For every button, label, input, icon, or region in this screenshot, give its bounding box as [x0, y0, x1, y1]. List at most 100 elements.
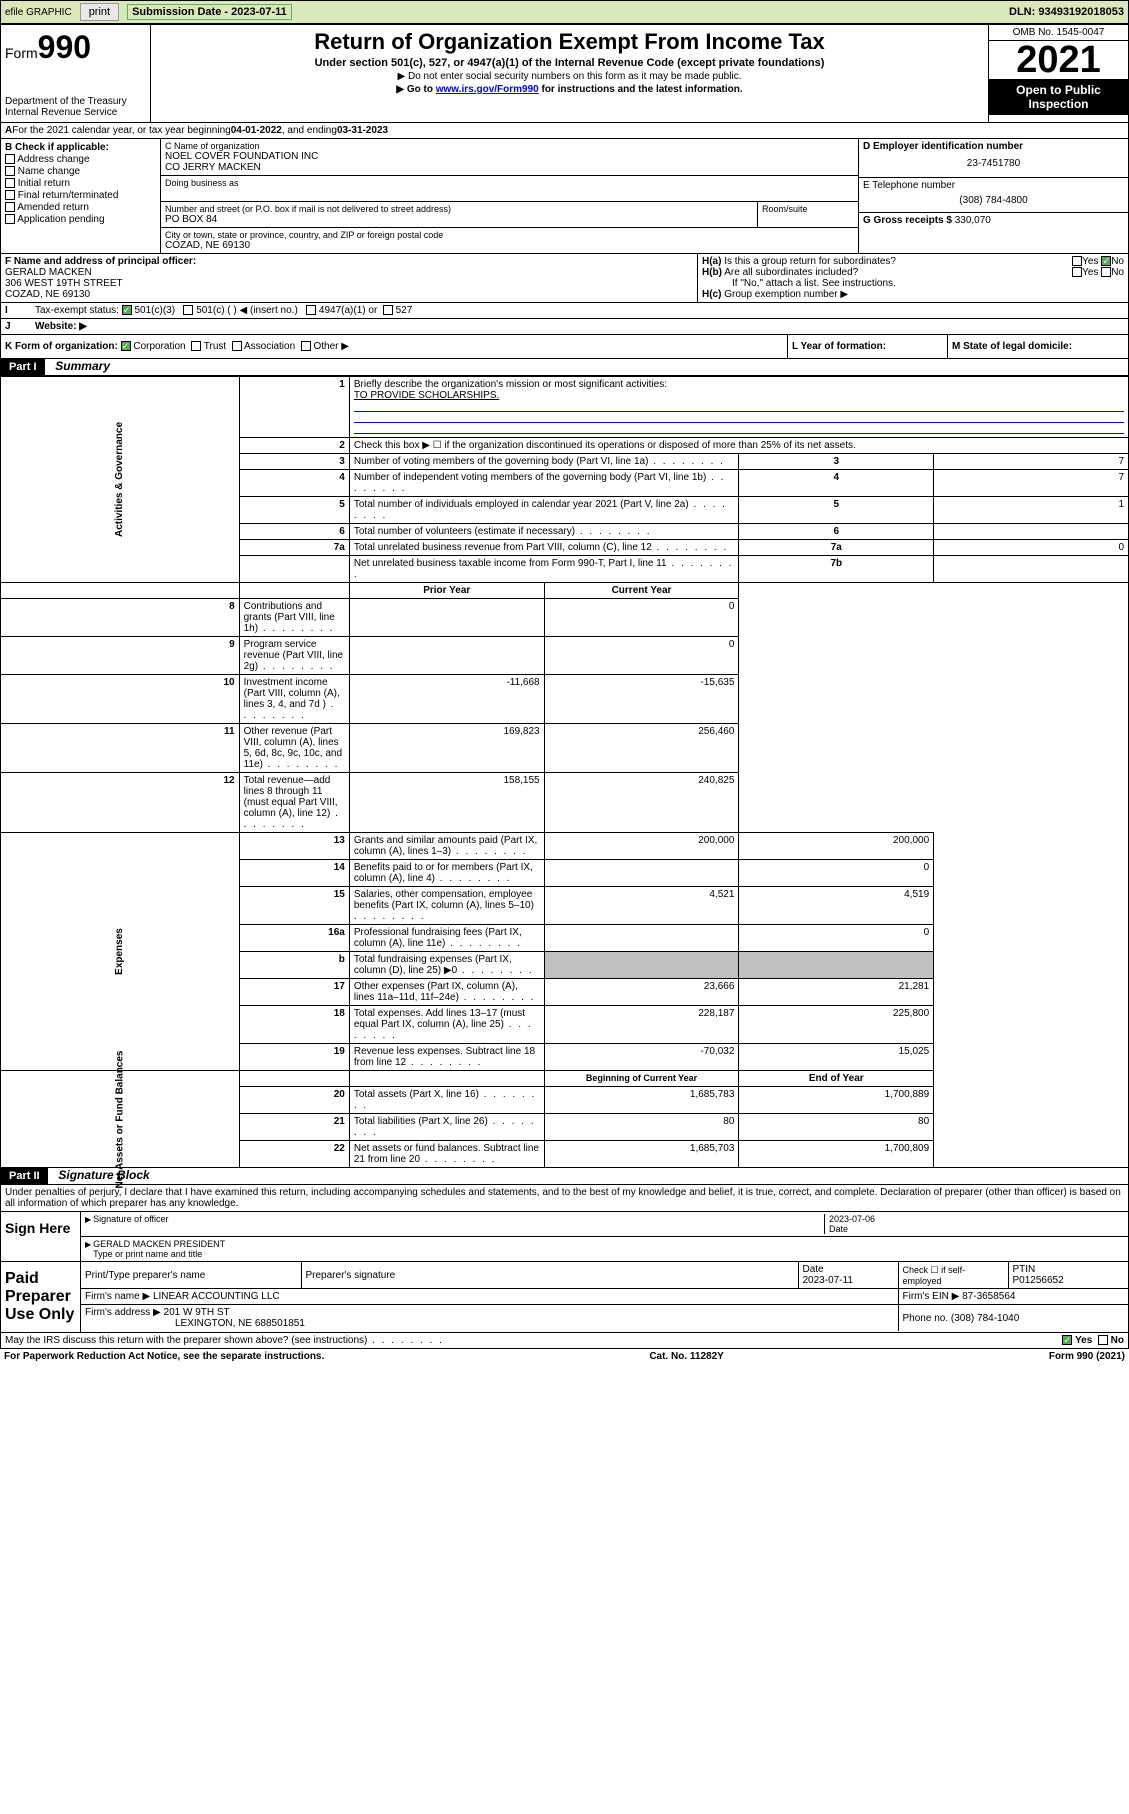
mission-text: TO PROVIDE SCHOLARSHIPS.: [354, 390, 499, 401]
l-label: L Year of formation:: [792, 341, 886, 352]
officer-name: GERALD MACKEN: [5, 267, 693, 278]
org-city: COZAD, NE 69130: [165, 240, 854, 251]
m-label: M State of legal domicile:: [952, 341, 1072, 352]
l2-text: Check this box ▶ ☐ if the organization d…: [349, 438, 1128, 454]
footer-right: Form 990 (2021): [1049, 1351, 1125, 1362]
addr-label: Number and street (or P.O. box if mail i…: [165, 204, 753, 214]
submission-date: Submission Date - 2023-07-11: [127, 4, 292, 20]
l1-text: Briefly describe the organization's miss…: [354, 379, 667, 390]
footer-left: For Paperwork Reduction Act Notice, see …: [4, 1351, 324, 1362]
top-bar: efile GRAPHIC print Submission Date - 20…: [0, 0, 1129, 24]
cb-assoc[interactable]: [232, 341, 242, 351]
cb-ha-no[interactable]: [1101, 256, 1111, 266]
beg-year-hdr: Beginning of Current Year: [544, 1071, 739, 1087]
cb-501c[interactable]: [183, 305, 193, 315]
header-left: Form990 Department of the Treasury Inter…: [1, 25, 151, 122]
cb-initial-return[interactable]: [5, 178, 15, 188]
cb-hb-no[interactable]: [1101, 267, 1111, 277]
b-label: B Check if applicable:: [5, 142, 109, 153]
cb-hb-yes[interactable]: [1072, 267, 1082, 277]
city-label: City or town, state or province, country…: [165, 230, 854, 240]
org-address: PO BOX 84: [165, 214, 753, 225]
section-c: C Name of organization NOEL COVER FOUNDA…: [161, 139, 858, 253]
sig-date: 2023-07-06: [829, 1214, 1124, 1224]
summary-table: Activities & Governance 1 Briefly descri…: [0, 376, 1129, 1168]
org-co: CO JERRY MACKEN: [165, 162, 854, 173]
signature-block: Sign Here Signature of officer 2023-07-0…: [0, 1212, 1129, 1262]
officer-addr2: COZAD, NE 69130: [5, 289, 693, 300]
c-name-label: C Name of organization: [165, 141, 854, 151]
side-governance: Activities & Governance: [1, 377, 240, 583]
line-a: A For the 2021 calendar year, or tax yea…: [0, 123, 1129, 139]
sign-here-label: Sign Here: [1, 1212, 81, 1261]
header-middle: Return of Organization Exempt From Incom…: [151, 25, 988, 122]
org-name: NOEL COVER FOUNDATION INC: [165, 151, 854, 162]
firm-name: LINEAR ACCOUNTING LLC: [153, 1291, 280, 1302]
print-button[interactable]: print: [80, 3, 119, 21]
cb-amended[interactable]: [5, 202, 15, 212]
open-public-badge: Open to Public Inspection: [989, 79, 1128, 115]
note-link: ▶ Go to www.irs.gov/Form990 for instruct…: [155, 84, 984, 95]
part1-title: Summary: [47, 359, 110, 373]
side-netassets: Net Assets or Fund Balances: [1, 1071, 240, 1168]
cb-app-pending[interactable]: [5, 214, 15, 224]
paid-preparer-label: Paid Preparer Use Only: [1, 1262, 81, 1332]
cb-discuss-yes[interactable]: [1062, 1335, 1072, 1345]
prep-name-label: Print/Type preparer's name: [81, 1262, 301, 1289]
section-b: B Check if applicable: Address change Na…: [1, 139, 161, 253]
cb-501c3[interactable]: [122, 305, 132, 315]
line-j: J Website: ▶: [0, 319, 1129, 335]
gross-receipts: 330,070: [955, 215, 991, 226]
j-label: Website: ▶: [35, 321, 87, 332]
cb-other[interactable]: [301, 341, 311, 351]
officer-printed-name: GERALD MACKEN PRESIDENT: [93, 1239, 225, 1249]
form-number: Form990: [5, 29, 146, 66]
k-label: K Form of organization:: [5, 341, 118, 352]
i-label: Tax-exempt status:: [35, 305, 119, 316]
section-d-e-g: D Employer identification number 23-7451…: [858, 139, 1128, 253]
cb-trust[interactable]: [191, 341, 201, 351]
g-label: G Gross receipts $: [863, 215, 952, 226]
sig-officer-label: Signature of officer: [93, 1214, 168, 1224]
header-right: OMB No. 1545-0047 2021 Open to Public In…: [988, 25, 1128, 122]
room-label: Room/suite: [758, 202, 858, 227]
form-title: Return of Organization Exempt From Incom…: [155, 29, 984, 55]
preparer-table: Print/Type preparer's name Preparer's si…: [81, 1262, 1128, 1331]
cb-discuss-no[interactable]: [1098, 1335, 1108, 1345]
firm-phone: (308) 784-1040: [951, 1313, 1019, 1324]
part2-label: Part II: [1, 1168, 48, 1184]
cb-address-change[interactable]: [5, 154, 15, 164]
firm-addr2: LEXINGTON, NE 688501851: [85, 1318, 305, 1329]
tax-year: 2021: [989, 41, 1128, 79]
cb-4947[interactable]: [306, 305, 316, 315]
dln-label: DLN: 93493192018053: [1009, 6, 1124, 18]
e-label: E Telephone number: [863, 180, 1124, 191]
part2-header: Part II Signature Block: [0, 1168, 1129, 1185]
ein-value: 23-7451780: [863, 152, 1124, 175]
note-ssn: ▶ Do not enter social security numbers o…: [155, 71, 984, 82]
org-info-block: B Check if applicable: Address change Na…: [0, 139, 1129, 254]
section-h: H(a) Is this a group return for subordin…: [698, 254, 1128, 302]
f-h-block: F Name and address of principal officer:…: [0, 254, 1129, 303]
part1-label: Part I: [1, 359, 45, 375]
dept-label: Department of the Treasury: [5, 96, 146, 107]
cb-ha-yes[interactable]: [1072, 256, 1082, 266]
prep-sig-label: Preparer's signature: [301, 1262, 798, 1289]
d-label: D Employer identification number: [863, 141, 1023, 152]
type-name-label: Type or print name and title: [93, 1249, 225, 1259]
h-note: If "No," attach a list. See instructions…: [702, 278, 1124, 289]
irs-link[interactable]: www.irs.gov/Form990: [436, 84, 539, 95]
f-label: F Name and address of principal officer:: [5, 256, 196, 267]
dba-label: Doing business as: [165, 178, 854, 188]
cb-name-change[interactable]: [5, 166, 15, 176]
hc-label: Group exemption number ▶: [724, 289, 848, 300]
side-expenses: Expenses: [1, 833, 240, 1071]
footer-cat: Cat. No. 11282Y: [649, 1351, 723, 1362]
date-label: Date: [829, 1224, 1124, 1234]
part1-header: Part I Summary: [0, 359, 1129, 376]
cb-final-return[interactable]: [5, 190, 15, 200]
cb-527[interactable]: [383, 305, 393, 315]
line-i: I Tax-exempt status: 501(c)(3) 501(c) ( …: [0, 303, 1129, 319]
efile-label: efile GRAPHIC: [5, 7, 72, 18]
cb-corp[interactable]: [121, 341, 131, 351]
